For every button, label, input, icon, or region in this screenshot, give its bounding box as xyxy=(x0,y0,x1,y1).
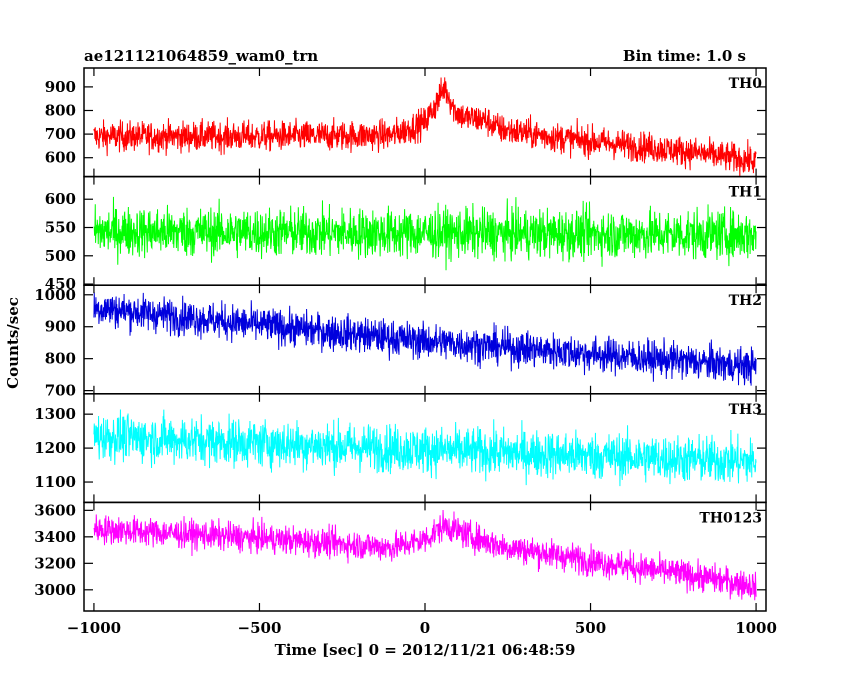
panel-label-th3: TH3 xyxy=(729,402,762,418)
y-tick-label: 600 xyxy=(45,149,76,167)
series-line-th2 xyxy=(93,292,757,386)
y-tick-label: 500 xyxy=(45,247,76,265)
y-tick-label: 1100 xyxy=(34,473,76,491)
x-tick-label: 0 xyxy=(420,619,430,637)
y-tick-label: 3600 xyxy=(34,501,76,519)
y-tick-label: 600 xyxy=(45,190,76,208)
chart-title: ae121121064859_wam0_trn xyxy=(84,47,318,65)
y-tick-label: 800 xyxy=(45,101,76,119)
y-tick-label: 1200 xyxy=(34,439,76,457)
y-axis-label: Counts/sec xyxy=(4,297,22,389)
bin-time-label: Bin time: 1.0 s xyxy=(623,47,746,65)
y-tick-label: 550 xyxy=(45,219,76,237)
panel-label-th0: TH0 xyxy=(729,76,763,92)
y-tick-label: 700 xyxy=(45,125,76,143)
y-tick-label: 450 xyxy=(45,275,76,293)
x-axis-label: Time [sec] 0 = 2012/11/21 06:48:59 xyxy=(275,641,576,659)
series-line-th3 xyxy=(93,409,757,487)
panel-label-th1: TH1 xyxy=(729,185,762,201)
series-line-th1 xyxy=(93,196,757,271)
y-tick-label: 1300 xyxy=(34,405,76,423)
x-tick-label: −1000 xyxy=(67,619,121,637)
y-tick-label: 900 xyxy=(45,78,76,96)
y-tick-label: 800 xyxy=(45,350,76,368)
y-tick-label: 900 xyxy=(45,318,76,336)
x-tick-label: 1000 xyxy=(735,619,777,637)
y-tick-label: 3400 xyxy=(34,528,76,546)
series-line-th0123 xyxy=(93,510,757,601)
x-tick-label: 500 xyxy=(575,619,606,637)
panel-frame-th0123 xyxy=(83,501,767,612)
panel-label-th0123: TH0123 xyxy=(699,510,762,526)
x-tick-label: −500 xyxy=(238,619,282,637)
y-tick-label: 1000 xyxy=(34,286,76,304)
panel-label-th2: TH2 xyxy=(729,293,762,309)
y-tick-label: 3200 xyxy=(34,554,76,572)
y-tick-label: 3000 xyxy=(34,581,76,599)
y-tick-label: 700 xyxy=(45,382,76,400)
panels-group: 600 700 800 900 TH0 450 500 550 600 TH1 700 800 900 1… xyxy=(34,67,777,637)
series-line-th0 xyxy=(93,77,757,177)
